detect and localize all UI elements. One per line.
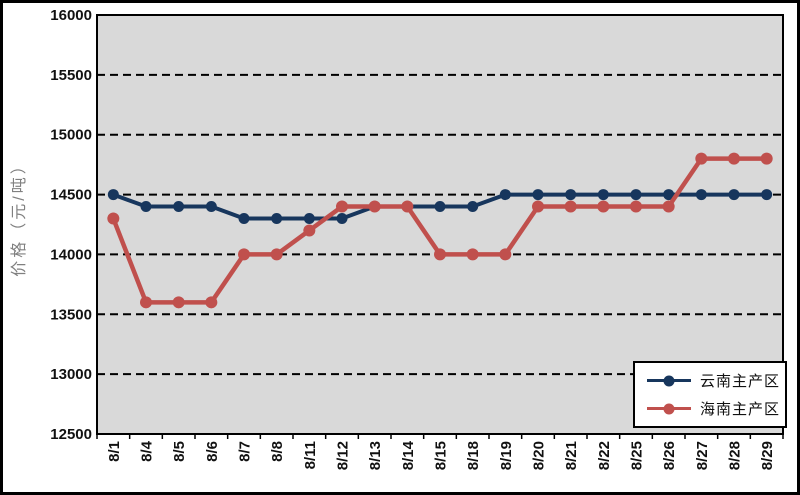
x-tick-label: 8/28 xyxy=(727,441,744,470)
x-tick-label: 8/29 xyxy=(759,441,776,470)
x-tick-label: 8/18 xyxy=(465,441,482,470)
data-point-marker xyxy=(140,296,152,309)
data-point-marker xyxy=(728,189,740,201)
x-tick-label: 8/6 xyxy=(204,441,221,462)
x-tick-label: 8/21 xyxy=(563,441,580,470)
data-point-marker xyxy=(270,248,283,261)
data-point-marker xyxy=(564,200,577,213)
x-tick-label: 8/15 xyxy=(433,441,450,470)
data-point-marker xyxy=(597,189,609,201)
legend-swatch-line-icon xyxy=(647,402,691,415)
y-axis-title: 价格（元/吨） xyxy=(11,155,28,277)
data-point-marker xyxy=(695,189,707,201)
data-point-marker xyxy=(303,224,316,237)
data-point-marker xyxy=(761,189,773,201)
x-tick-label: 8/1 xyxy=(106,441,123,462)
x-tick-label: 8/12 xyxy=(335,441,352,470)
y-tick-label: 15000 xyxy=(50,127,92,144)
data-point-marker xyxy=(532,200,544,213)
data-point-marker xyxy=(205,296,218,309)
x-tick-label: 8/5 xyxy=(171,441,188,462)
data-point-marker xyxy=(466,248,479,261)
data-point-marker xyxy=(760,152,773,165)
data-point-marker xyxy=(205,201,217,213)
x-tick-label: 8/22 xyxy=(596,441,613,470)
y-tick-label: 16000 xyxy=(50,7,92,24)
data-point-marker xyxy=(238,213,250,225)
data-point-marker xyxy=(336,200,348,213)
data-point-marker xyxy=(271,213,283,225)
data-point-marker xyxy=(728,152,740,165)
data-point-marker xyxy=(107,212,120,225)
x-tick-label: 8/11 xyxy=(302,441,319,469)
data-point-marker xyxy=(172,296,185,309)
data-point-marker xyxy=(663,189,675,201)
y-tick-label: 14000 xyxy=(50,246,92,263)
x-tick-label: 8/25 xyxy=(629,441,646,470)
x-tick-label: 8/27 xyxy=(694,441,711,470)
data-point-marker xyxy=(303,213,315,225)
data-point-marker xyxy=(499,189,511,201)
legend-label: 云南主产区 xyxy=(700,373,781,390)
data-point-marker xyxy=(597,200,610,213)
x-tick-label: 8/7 xyxy=(237,441,254,462)
data-point-marker xyxy=(173,201,185,213)
y-tick-label: 13500 xyxy=(50,306,92,323)
data-point-marker xyxy=(434,248,446,261)
legend-swatch-line-icon xyxy=(647,374,691,387)
data-point-marker xyxy=(434,201,446,213)
x-tick-label: 8/13 xyxy=(367,441,384,470)
data-point-marker xyxy=(140,201,152,213)
y-tick-label: 14500 xyxy=(50,187,92,204)
data-point-marker xyxy=(107,189,119,201)
data-point-marker xyxy=(401,200,414,213)
x-tick-label: 8/4 xyxy=(139,440,156,462)
data-point-marker xyxy=(630,189,642,201)
data-point-marker xyxy=(368,200,381,213)
y-tick-label: 15500 xyxy=(50,67,92,84)
data-point-marker xyxy=(630,200,642,213)
x-tick-label: 8/14 xyxy=(400,440,417,470)
data-point-marker xyxy=(532,189,544,201)
data-point-marker xyxy=(336,213,348,225)
x-tick-label: 8/20 xyxy=(531,441,548,470)
y-tick-label: 12500 xyxy=(50,426,92,443)
plot-border xyxy=(96,14,784,435)
legend: 云南主产区 海南主产区 xyxy=(633,361,787,428)
data-point-marker xyxy=(695,152,708,165)
legend-label: 海南主产区 xyxy=(700,401,781,418)
y-tick-label: 13000 xyxy=(50,366,92,383)
data-point-marker xyxy=(565,189,577,201)
x-tick-label: 8/8 xyxy=(269,441,286,462)
x-tick-label: 8/26 xyxy=(661,441,678,470)
x-tick-label: 8/19 xyxy=(498,441,515,470)
legend-item-yunnan: 云南主产区 xyxy=(647,370,785,391)
legend-item-hainan: 海南主产区 xyxy=(647,398,785,419)
data-point-marker xyxy=(238,248,250,261)
data-point-marker xyxy=(467,201,479,213)
data-point-marker xyxy=(662,200,675,213)
data-point-marker xyxy=(499,248,512,261)
